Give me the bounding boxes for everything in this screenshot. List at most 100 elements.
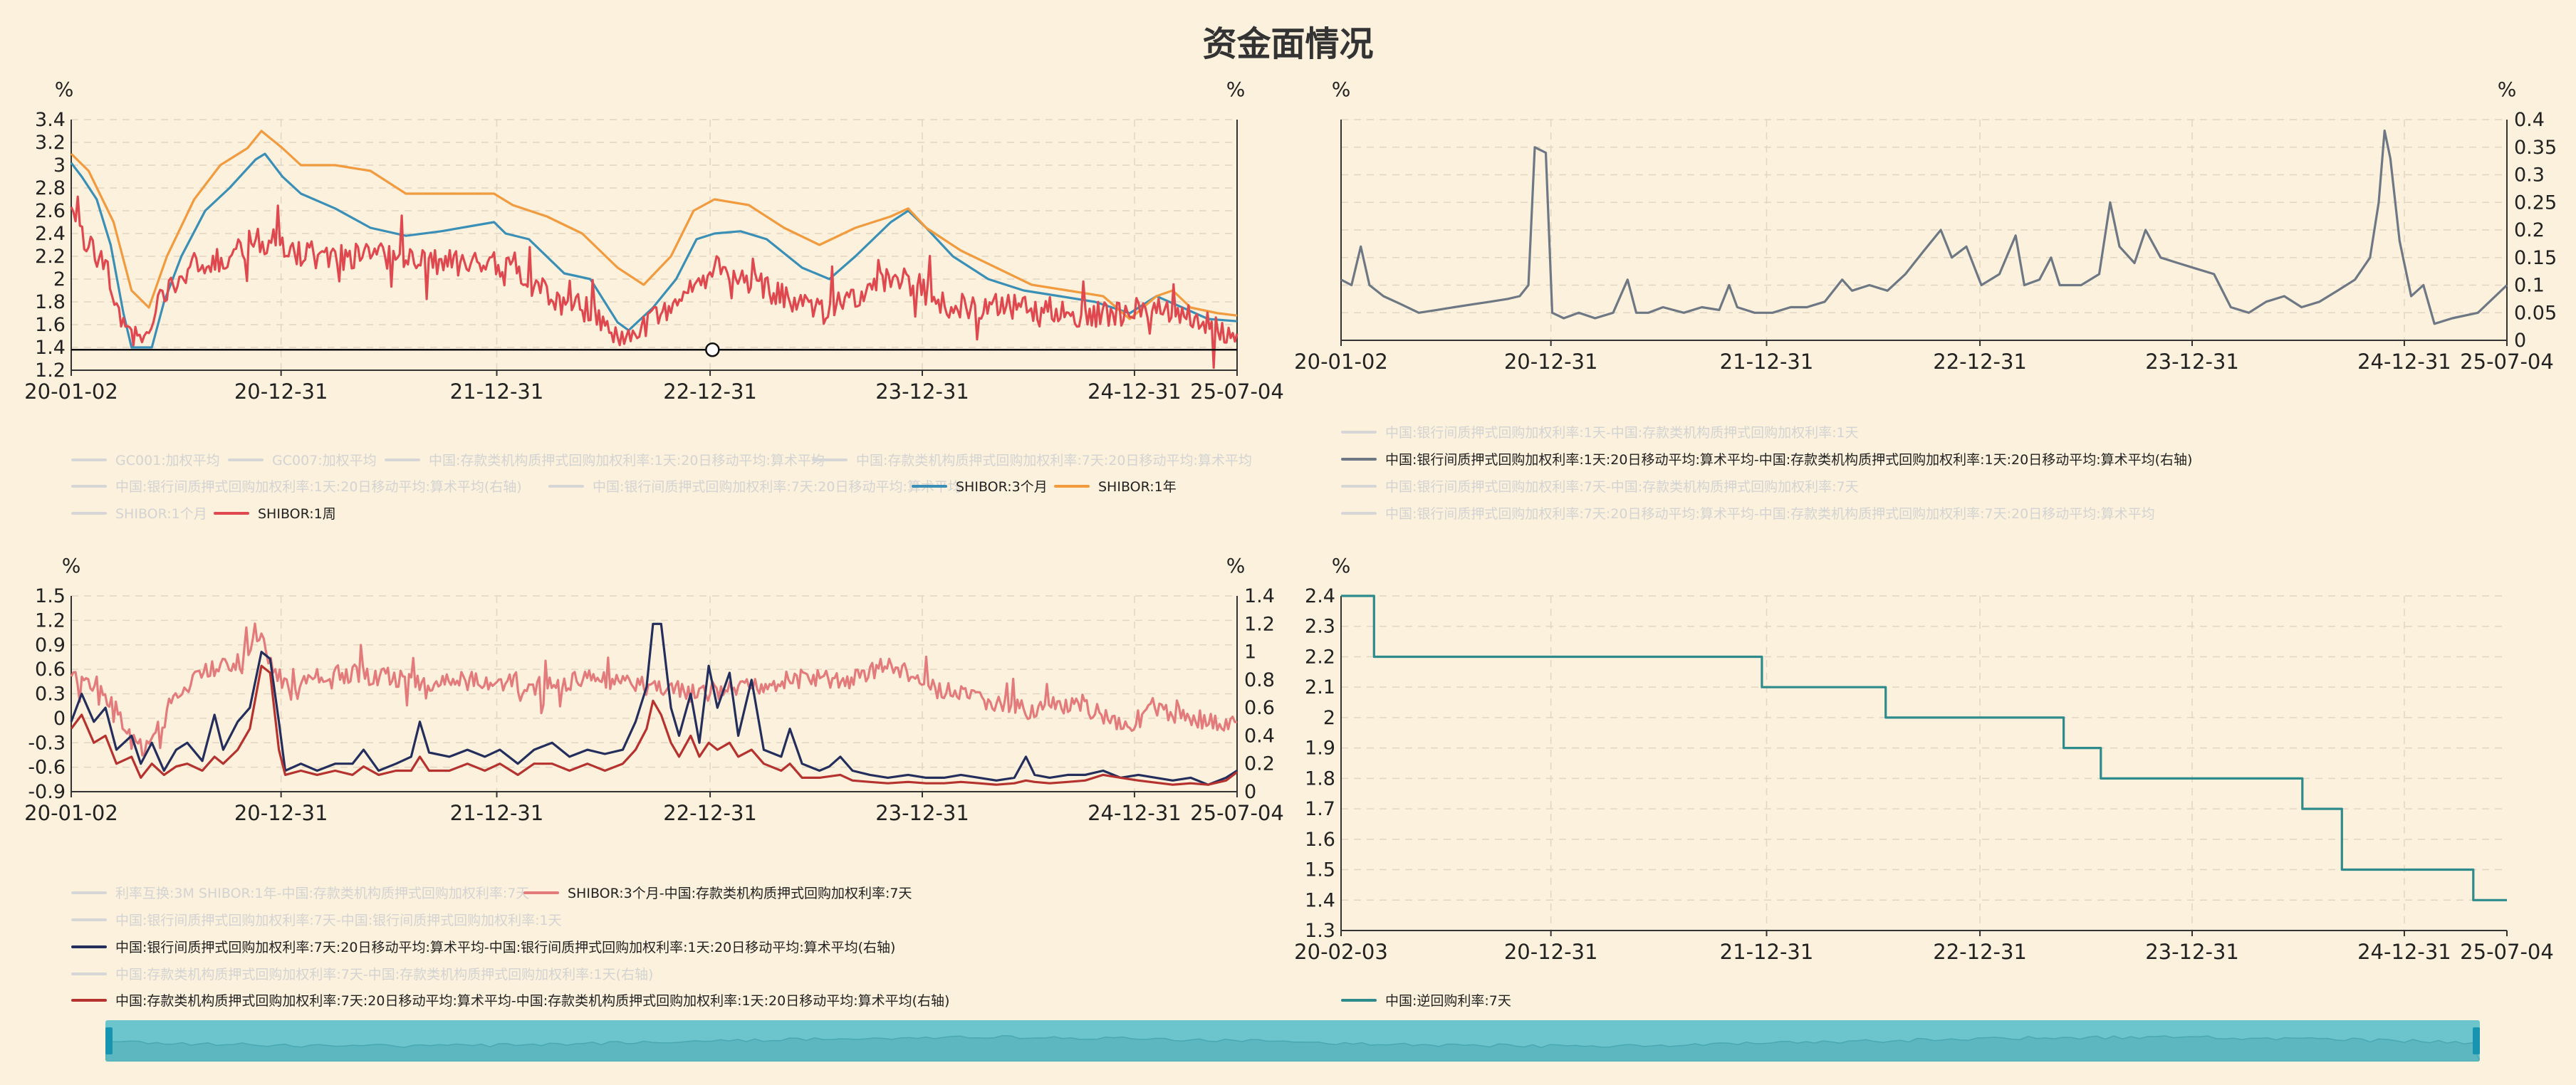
legend-label: 中国:逆回购利率:7天 — [1385, 993, 1511, 1009]
y-tick-label-left: 1.4 — [1305, 889, 1335, 911]
y-tick-label-left: 2.8 — [35, 177, 66, 199]
y-tick-label-left: 2 — [53, 268, 66, 290]
chart2-group: 0.4 0.35 0.3 0.25 0.2 0.15 0.1 0.05 0 20-01-02 20-… — [1294, 78, 2557, 374]
y-tick-label-right: 0.6 — [1244, 697, 1275, 719]
legend-item-chart2-0[interactable]: 中国:银行间质押式回购加权利率:1天-中国:存款类机构质押式回购加权利率:1天 — [1341, 422, 1859, 441]
legend-item-chart1-7[interactable]: SHIBOR:1年 — [1054, 476, 1177, 496]
slider-preview-area — [105, 1034, 2480, 1062]
legend-item-chart1-1[interactable]: GC007:加权平均 — [228, 450, 377, 469]
x-tick-label: 20-01-02 — [24, 801, 118, 825]
chart4-group: 2.4 2.3 2.2 2.1 2 1.9 1.8 1.7 1.6 1.5 1.4 1.320-02-… — [1294, 554, 2554, 964]
y-tick-label-right: 0.15 — [2514, 247, 2557, 269]
x-tick-label: 20-01-02 — [1294, 350, 1388, 374]
y-tick-label-left: 1.8 — [35, 291, 66, 313]
series-line-chart1-2 — [70, 195, 1239, 369]
legend-item-chart2-1[interactable]: 中国:银行间质押式回购加权利率:1天:20日移动平均:算术平均-中国:存款类机构… — [1341, 449, 2192, 468]
legend-item-chart1-4[interactable]: 中国:银行间质押式回购加权利率:1天:20日移动平均:算术平均(右轴) — [71, 476, 522, 496]
series-line-chart1-1 — [70, 130, 1238, 320]
legend-swatch — [71, 945, 107, 948]
legend-label: 中国:银行间质押式回购加权利率:7天-中国:存款类机构质押式回购加权利率:7天 — [1385, 479, 1859, 495]
data-zoom-slider[interactable] — [105, 1020, 2480, 1062]
dashboard-title: 资金面情况 — [1202, 24, 1374, 64]
y-tick-label-left: 1.2 — [35, 360, 66, 382]
legend-item-chart1-0[interactable]: GC001:加权平均 — [71, 450, 220, 469]
legend-item-chart3-1[interactable]: SHIBOR:3个月-中国:存款类机构质押式回购加权利率:7天 — [523, 883, 912, 902]
y-unit-left: % — [62, 554, 81, 577]
x-tick-label: 24-12-31 — [2357, 350, 2451, 374]
y-tick-label-left: 1.6 — [1305, 829, 1335, 851]
x-tick-label: 20-01-02 — [24, 379, 118, 404]
legend-swatch — [71, 511, 107, 515]
y-tick-label-right: 0.1 — [2514, 275, 2545, 297]
legend-item-chart2-3[interactable]: 中国:银行间质押式回购加权利率:7天:20日移动平均:算术平均-中国:存款类机构… — [1341, 503, 2155, 523]
y-tick-label-left: 1.2 — [35, 609, 66, 631]
legend-item-chart3-0[interactable]: 利率互换:3M SHIBOR:1年-中国:存款类机构质押式回购加权利率:7天 — [71, 883, 529, 902]
legend-label: GC001:加权平均 — [115, 453, 220, 468]
x-tick-label: 25-07-04 — [2460, 940, 2554, 964]
x-tick-label: 21-12-31 — [450, 379, 544, 404]
x-tick-label: 21-12-31 — [450, 801, 544, 825]
legend-swatch — [71, 998, 107, 1002]
crosshair-marker — [705, 342, 720, 357]
y-tick-label-left: 0.9 — [35, 634, 66, 656]
legend-swatch — [214, 511, 249, 515]
y-tick-label-left: 3.2 — [35, 132, 66, 154]
y-tick-label-right: 0.2 — [1244, 753, 1275, 775]
x-tick-label: 23-12-31 — [2145, 350, 2239, 374]
y-tick-label-right: 1.2 — [1244, 613, 1275, 635]
y-tick-label-left: 3 — [53, 154, 66, 177]
y-tick-label-left: 2.2 — [35, 246, 66, 268]
legend-label: 中国:存款类机构质押式回购加权利率:7天:20日移动平均:算术平均-中国:存款类… — [115, 993, 950, 1009]
x-tick-label: 22-12-31 — [663, 801, 757, 825]
legend-swatch — [71, 918, 107, 921]
x-tick-label: 23-12-31 — [2145, 940, 2239, 964]
legend-item-chart3-2[interactable]: 中国:银行间质押式回购加权利率:7天-中国:银行间质押式回购加权利率:1天 — [71, 910, 562, 929]
y-tick-label-right: 0.4 — [2514, 109, 2545, 131]
legend-item-chart3-4[interactable]: 中国:存款类机构质押式回购加权利率:7天-中国:存款类机构质押式回购加权利率:1… — [71, 964, 653, 983]
legend-label: 利率互换:3M SHIBOR:1年-中国:存款类机构质押式回购加权利率:7天 — [115, 886, 530, 901]
legend-item-chart2-2[interactable]: 中国:银行间质押式回购加权利率:7天-中国:存款类机构质押式回购加权利率:7天 — [1341, 476, 1859, 496]
series-line-chart3-1 — [70, 622, 1238, 786]
y-tick-label-right: 0.05 — [2514, 302, 2557, 324]
y-tick-label-left: 2.4 — [1305, 585, 1335, 607]
y-unit-right: % — [1226, 78, 1246, 101]
legend-label: 中国:银行间质押式回购加权利率:7天:20日移动平均:算术平均 — [593, 479, 961, 495]
legend-item-chart3-3[interactable]: 中国:银行间质押式回购加权利率:7天:20日移动平均:算术平均-中国:银行间质押… — [71, 937, 895, 956]
zoom-handle-left[interactable] — [105, 1027, 113, 1054]
legend-item-chart1-9[interactable]: SHIBOR:1周 — [214, 503, 336, 523]
legend-item-chart1-3[interactable]: 中国:存款类机构质押式回购加权利率:7天:20日移动平均:算术平均 — [812, 450, 1252, 469]
x-tick-label: 21-12-31 — [1720, 940, 1814, 964]
y-tick-label-right: 0.2 — [2514, 219, 2545, 241]
legend-swatch — [71, 891, 107, 894]
y-tick-label-left: 1.3 — [1305, 920, 1335, 942]
legend-swatch — [1341, 484, 1377, 488]
legend-label: 中国:存款类机构质押式回购加权利率:7天:20日移动平均:算术平均 — [856, 453, 1252, 468]
zoom-handle-right[interactable] — [2473, 1027, 2480, 1054]
y-tick-label-left: 2.6 — [35, 200, 66, 222]
legend-item-chart1-5[interactable]: 中国:银行间质押式回购加权利率:7天:20日移动平均:算术平均 — [548, 476, 961, 496]
x-tick-label: 24-12-31 — [1088, 801, 1182, 825]
y-tick-label-left: -0.9 — [28, 781, 66, 803]
y-tick-label-left: 1.9 — [1305, 738, 1335, 760]
legend-label: 中国:银行间质押式回购加权利率:7天:20日移动平均:算术平均-中国:银行间质押… — [115, 940, 896, 955]
x-tick-label: 23-12-31 — [875, 801, 969, 825]
legend-swatch — [385, 458, 420, 461]
legend-item-chart3-5[interactable]: 中国:存款类机构质押式回购加权利率:7天:20日移动平均:算术平均-中国:存款类… — [71, 990, 949, 1010]
legend-label: 中国:存款类机构质押式回购加权利率:7天-中国:存款类机构质押式回购加权利率:1… — [115, 967, 654, 982]
legend-item-chart1-6[interactable]: SHIBOR:3个月 — [912, 476, 1048, 496]
legend-item-chart1-8[interactable]: SHIBOR:1个月 — [71, 503, 207, 523]
legend-item-chart1-2[interactable]: 中国:存款类机构质押式回购加权利率:1天:20日移动平均:算术平均 — [385, 450, 825, 469]
y-tick-label-left: 2.4 — [35, 223, 66, 245]
x-tick-label: 22-12-31 — [663, 379, 757, 404]
series-line-chart1-0 — [70, 152, 1238, 349]
legend-swatch — [1054, 484, 1090, 488]
x-tick-label: 20-12-31 — [234, 801, 328, 825]
x-tick-label: 20-12-31 — [234, 379, 328, 404]
legend-item-chart4-0[interactable]: 中国:逆回购利率:7天 — [1341, 990, 1511, 1010]
x-tick-label: 22-12-31 — [1933, 940, 2027, 964]
y-unit-left: % — [1332, 554, 1351, 577]
legend-swatch — [812, 458, 848, 461]
y-tick-label-left: 1.6 — [35, 314, 66, 336]
y-tick-label-left: 0.3 — [35, 683, 66, 706]
